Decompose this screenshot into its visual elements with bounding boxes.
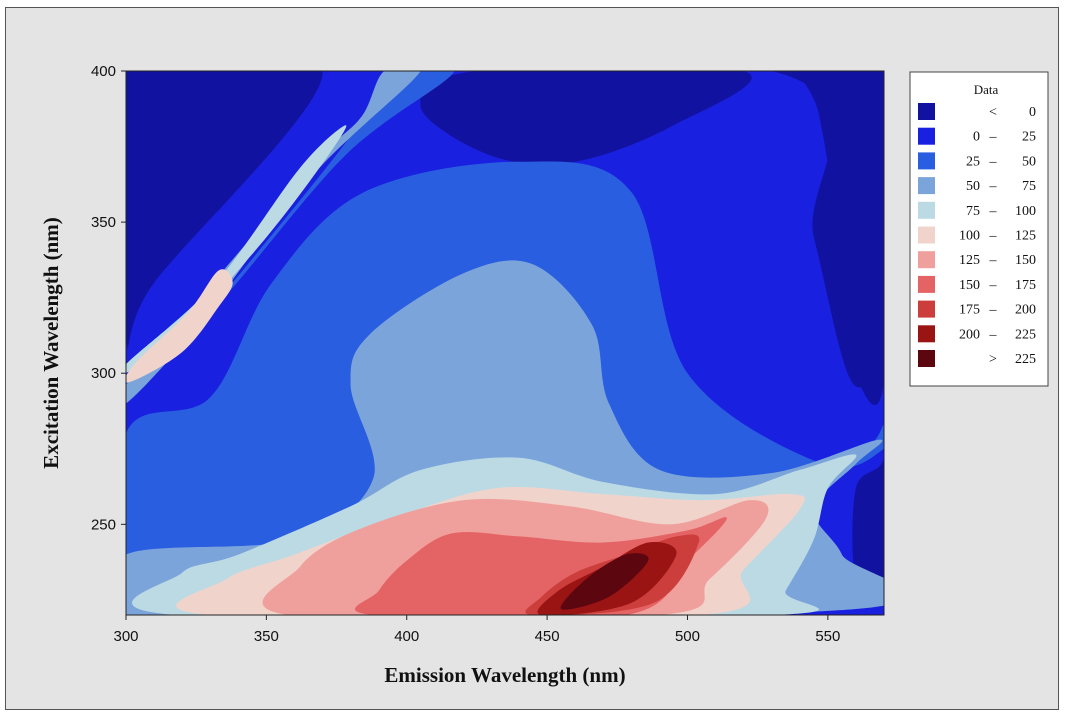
legend-swatch [918,103,935,120]
x-tick-label: 300 [113,628,138,645]
legend-swatch [918,177,935,195]
y-tick-label: 400 [91,63,116,80]
contour-band [802,71,884,406]
contour-band [126,269,233,383]
legend-high: 75 [1022,179,1036,194]
legend-high: 150 [1015,253,1036,268]
y-axis-title: Excitation Wavelength (nm) [39,217,63,469]
legend-swatch [918,201,935,219]
x-tick-label: 450 [535,628,560,645]
legend-high: 225 [1015,327,1036,342]
x-tick-label: 350 [254,628,279,645]
legend-low: 125 [959,253,980,268]
contour-band [126,125,347,374]
legend-separator: < [989,105,997,120]
legend-separator: – [989,130,998,145]
x-axis: 300 350 400 450 500 550 [113,615,840,645]
legend-swatch [918,152,935,170]
legend-high: 175 [1015,278,1036,293]
contour-bands [126,71,884,615]
legend-separator: – [989,179,998,194]
legend-low: 25 [966,154,980,169]
legend-low: 150 [959,278,980,293]
plot-area-border [125,70,885,616]
legend-low: 175 [959,303,980,318]
legend-high: 125 [1015,229,1036,244]
y-axis: 250 300 350 400 [91,63,126,533]
contour-band [420,71,752,165]
legend-low: 75 [966,204,980,219]
legend-swatch [918,325,935,343]
contour-band [560,553,649,610]
legend-high: 200 [1015,303,1036,318]
legend-swatch [918,300,935,318]
legend-low: 0 [973,130,980,145]
y-tick-label: 300 [91,365,116,382]
y-tick-label: 350 [91,214,116,231]
legend-separator: > [989,352,997,367]
legend-separator: – [989,278,998,293]
legend-swatch [918,127,935,145]
x-tick-label: 500 [675,628,700,645]
legend-high: 25 [1022,130,1036,145]
legend-separator: – [989,204,998,219]
y-tick-label: 250 [91,516,116,533]
contour-band [126,71,323,350]
legend-low: 100 [959,229,980,244]
legend: Data <00–2525–5050–7575–100100–125125–15… [909,71,1049,387]
x-axis-title: Emission Wavelength (nm) [384,663,625,687]
x-tick-label: 550 [815,628,840,645]
legend-high: 50 [1022,154,1036,169]
legend-low: 200 [959,327,980,342]
legend-separator: – [989,229,998,244]
x-tick-label: 400 [394,628,419,645]
legend-separator: – [989,327,998,342]
legend-low: 50 [966,179,980,194]
legend-swatch [918,275,935,293]
legend-swatch [918,251,935,269]
legend-separator: – [989,154,998,169]
legend-separator: – [989,303,998,318]
legend-high: 100 [1015,204,1036,219]
legend-separator: – [989,253,998,268]
legend-high: 0 [1029,105,1036,120]
legend-title: Data [974,82,999,97]
legend-swatch [918,226,935,244]
legend-swatch [918,350,935,367]
legend-high: 225 [1015,352,1036,367]
